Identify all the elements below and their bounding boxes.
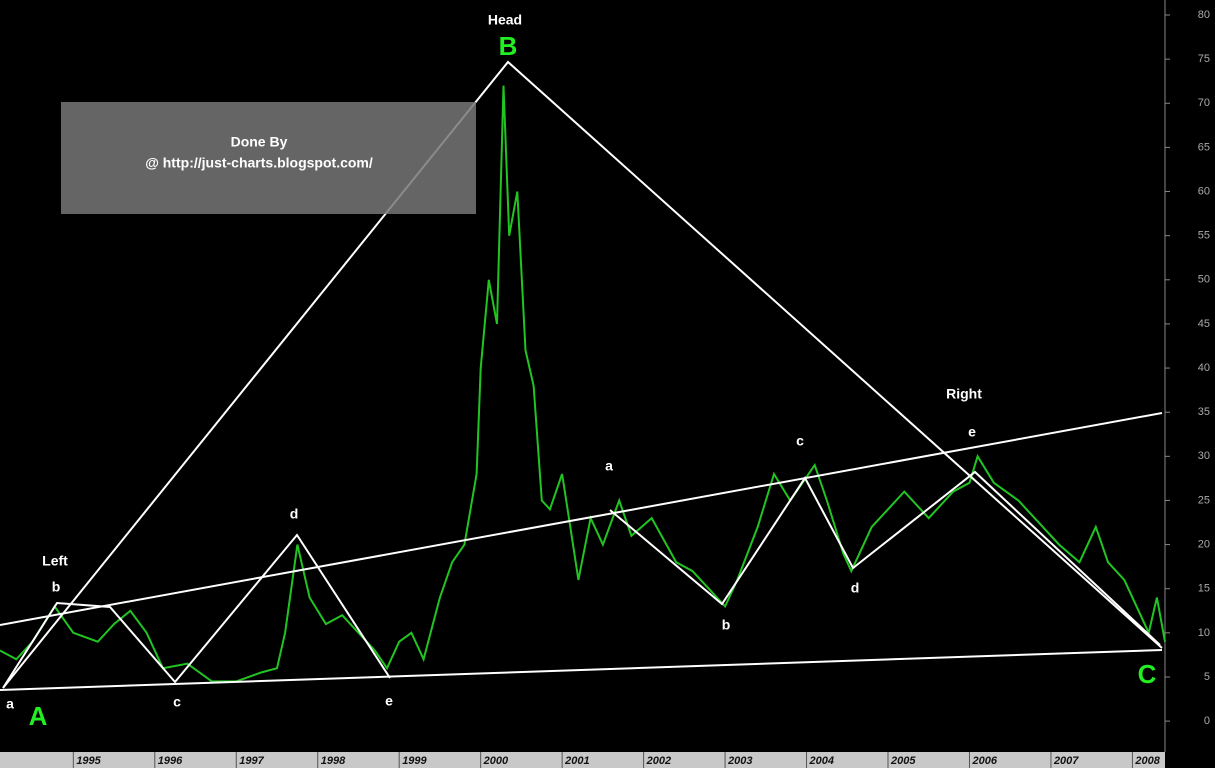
y-tick-label: 65 <box>1198 141 1210 153</box>
y-tick-label: 10 <box>1198 627 1210 639</box>
plot <box>0 85 1166 683</box>
x-tick-label: 2005 <box>890 755 916 767</box>
y-tick-label: 75 <box>1198 53 1210 65</box>
support-line <box>0 649 1163 691</box>
y-tick-label: 55 <box>1198 230 1210 242</box>
watermark-text: @ http://just-charts.blogspot.com/ <box>145 155 373 171</box>
neckline <box>0 412 1163 626</box>
annotation: B <box>499 31 518 61</box>
x-tick-label: 1999 <box>402 755 427 767</box>
wave-label: c <box>796 433 804 449</box>
y-tick-label: 50 <box>1198 274 1210 286</box>
watermark-text: Done By <box>231 134 288 150</box>
x-tick-label: 2003 <box>727 755 752 767</box>
annotation: Left <box>42 553 68 569</box>
annotation: Head <box>488 12 522 28</box>
y-tick-label: 5 <box>1204 671 1210 683</box>
price-line <box>0 85 1166 683</box>
x-tick-label: 2004 <box>809 755 834 767</box>
y-tick-label: 25 <box>1198 494 1210 506</box>
y-tick-label: 70 <box>1198 97 1210 109</box>
annotation: C <box>1138 659 1157 689</box>
x-tick-label: 1996 <box>158 755 183 767</box>
x-tick-label: 2008 <box>1134 755 1160 767</box>
watermark-box <box>61 102 476 214</box>
y-tick-label: 15 <box>1198 583 1210 595</box>
y-tick-label: 35 <box>1198 406 1210 418</box>
y-tick-label: 80 <box>1198 9 1210 21</box>
wave-label: c <box>173 694 181 710</box>
wave-label: e <box>385 693 393 709</box>
x-tick-label: 2000 <box>483 755 509 767</box>
x-tick-label: 2007 <box>1053 755 1079 767</box>
x-tick-label: 2002 <box>646 755 671 767</box>
x-tick-label: 1995 <box>76 755 101 767</box>
x-tick-label: 1997 <box>239 755 264 767</box>
x-tick-label: 2006 <box>971 755 997 767</box>
wave-label: b <box>722 617 731 633</box>
y-tick-label: 30 <box>1198 450 1210 462</box>
annotation: A <box>29 701 48 731</box>
x-axis-strip <box>0 752 1165 768</box>
wave-label: a <box>605 458 613 474</box>
annotation: Right <box>946 386 982 402</box>
wave-label: a <box>6 696 14 712</box>
y-tick-label: 20 <box>1198 538 1210 550</box>
right-wave <box>609 470 1161 646</box>
left-wave <box>2 533 391 689</box>
trendlines <box>0 60 1163 691</box>
wave-label: d <box>851 580 860 596</box>
wave-label: e <box>968 424 976 440</box>
wave-label: b <box>52 579 61 595</box>
x-tick-label: 1998 <box>321 755 346 767</box>
y-tick-label: 40 <box>1198 362 1210 374</box>
x-tick-label: 2001 <box>564 755 589 767</box>
y-tick-label: 60 <box>1198 185 1210 197</box>
y-tick-label: 45 <box>1198 318 1210 330</box>
wave-label: d <box>290 506 299 522</box>
y-tick-label: 0 <box>1204 715 1210 727</box>
